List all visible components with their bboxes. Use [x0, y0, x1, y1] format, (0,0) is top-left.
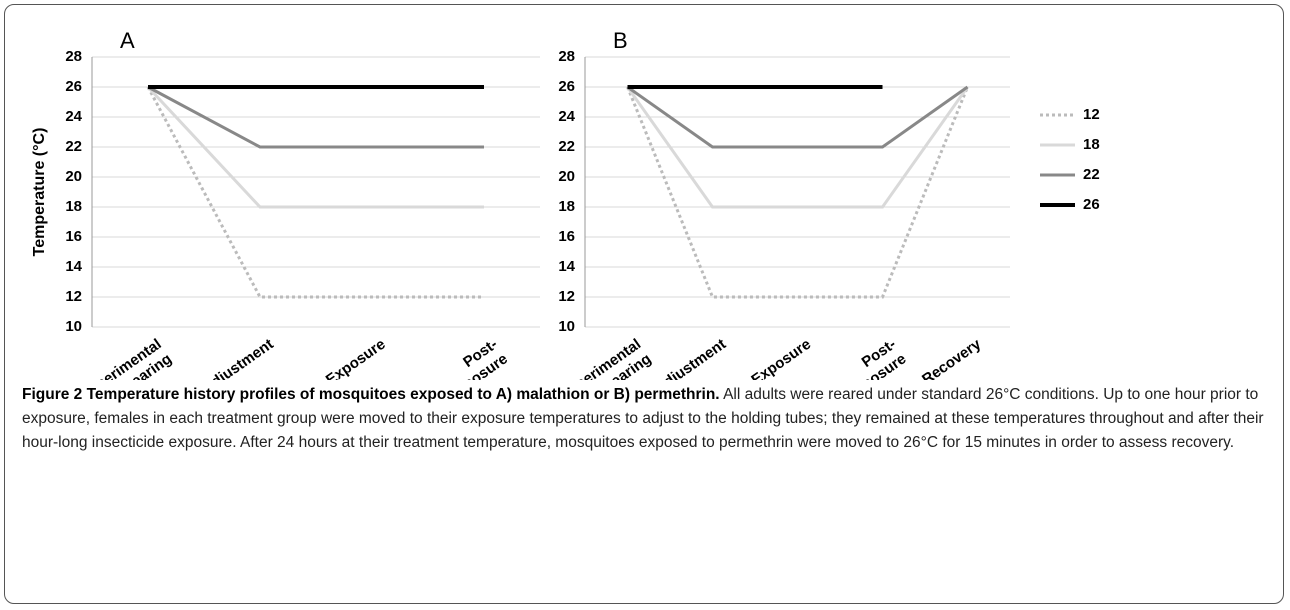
caption-text: All adults were reared under standard 26…	[22, 386, 1264, 451]
caption-title: Figure 2 Temperature history profiles of…	[22, 386, 720, 403]
y-tick-label: 12	[558, 288, 575, 305]
y-tick-label: 18	[558, 198, 575, 215]
y-tick-label: 22	[65, 138, 82, 155]
series-line	[147, 85, 484, 149]
legend-label: 18	[1083, 136, 1100, 153]
x-tick-label: Pre-experimentalrearing	[55, 336, 175, 380]
y-tick-label: 28	[558, 48, 575, 65]
y-tick-label: 20	[65, 168, 82, 185]
y-tick-label: 10	[558, 318, 575, 335]
x-tick-label-line: Adjustment	[199, 336, 276, 380]
chart: A Temperature (°C) 10 12 14 16 18 20 22 24 26 28 Pre…	[31, 28, 1100, 380]
series-line	[626, 86, 969, 299]
series-line	[626, 86, 969, 209]
x-tick-label: Post-exposure	[835, 336, 910, 380]
y-axis-label: Temperature (°C)	[31, 128, 48, 257]
panel-label: B	[613, 28, 628, 53]
x-tick-label: Adjustment	[199, 336, 276, 380]
series-line	[146, 86, 484, 299]
y-tick-label: 18	[65, 198, 82, 215]
y-tick-label: 12	[65, 288, 82, 305]
x-tick-label-line: Adjustment	[652, 336, 729, 380]
y-tick-label: 10	[65, 318, 82, 335]
y-tick-label: 16	[558, 228, 575, 245]
x-tick-label-line: Recovery	[919, 335, 985, 380]
y-tick-label: 14	[65, 258, 82, 275]
legend-label: 12	[1083, 106, 1100, 123]
y-tick-label: 24	[558, 108, 575, 125]
y-tick-label: 26	[65, 78, 82, 95]
y-tick-label: 28	[65, 48, 82, 65]
panel-label: A	[120, 28, 135, 53]
x-tick-label: Exposure	[748, 336, 814, 380]
x-tick-label: Pre-experimentalrearing	[535, 336, 655, 380]
x-tick-label: Recovery	[919, 335, 985, 380]
x-tick-label-line: Exposure	[323, 336, 389, 380]
y-tick-label: 24	[65, 108, 82, 125]
legend-label: 22	[1083, 166, 1100, 183]
y-tick-label: 20	[558, 168, 575, 185]
x-tick-label: Exposure	[323, 336, 389, 380]
caption: Figure 2 Temperature history profiles of…	[22, 383, 1272, 455]
y-tick-label: 26	[558, 78, 575, 95]
x-tick-label: Adjustment	[652, 336, 729, 380]
y-tick-label: 16	[65, 228, 82, 245]
legend-label: 26	[1083, 196, 1100, 213]
series-line	[626, 85, 969, 149]
figure-frame	[4, 4, 1284, 604]
series-line	[146, 85, 484, 209]
y-tick-label: 22	[558, 138, 575, 155]
y-tick-label: 14	[558, 258, 575, 275]
x-tick-label-line: Exposure	[748, 336, 814, 380]
x-tick-label: Post-exposure	[436, 336, 511, 380]
